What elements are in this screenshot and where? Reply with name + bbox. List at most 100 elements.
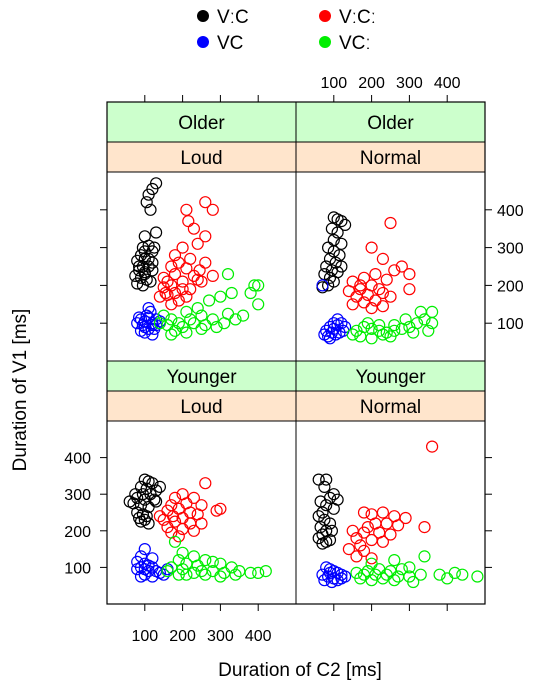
data-point [182,215,195,228]
x-tick-label: 200 [169,628,196,645]
data-point [422,324,435,337]
data-point [339,218,352,231]
data-point [187,524,200,537]
data-point [384,216,397,230]
data-point [146,256,159,269]
data-point [252,566,265,580]
data-point [414,568,427,581]
data-point [325,524,338,537]
data-point [199,230,212,243]
data-point [150,177,163,190]
panel: Younger Loud [106,360,297,605]
data-point [327,502,340,515]
data-point [418,550,431,563]
data-point [184,313,197,326]
data-point [318,328,331,341]
data-point [191,302,204,315]
data-point [129,488,142,501]
strip-condition-label: Loud [180,397,222,418]
data-point [384,290,397,303]
data-point [376,572,389,585]
x-tick-label: 300 [396,75,423,92]
panel: Older Normal [295,101,486,362]
x-axis-label: Duration of C2 [ms] [218,660,382,681]
data-point [373,324,386,337]
data-point [153,317,166,330]
data-point [180,568,193,581]
y-tick-label: 200 [497,278,524,295]
data-point [214,570,227,583]
data-point [388,574,401,587]
data-point [384,528,397,541]
data-point [418,313,431,326]
data-point [142,302,155,315]
data-point [138,268,151,281]
data-point [426,305,439,318]
data-point [195,275,208,288]
data-point [346,328,359,341]
x-tick-label: 100 [320,75,347,92]
data-point [331,226,344,239]
x-tick-label: 400 [245,628,272,645]
data-point [168,249,182,262]
data-point [407,575,420,589]
strip-condition-label: Normal [360,397,421,418]
data-point [237,309,250,322]
data-point [168,535,182,548]
data-point [339,570,352,583]
data-point [365,332,378,345]
data-point [180,326,193,339]
data-point [138,326,151,339]
data-point [142,252,155,265]
data-point [176,275,189,288]
strip-condition [106,141,297,173]
data-point [316,537,329,550]
data-point [214,290,227,303]
data-point [361,317,374,330]
data-point [392,519,405,532]
data-point [403,561,416,574]
strip-condition-label: Normal [360,148,421,169]
data-point [214,502,227,515]
data-point [395,260,408,273]
data-point [210,320,223,334]
data-point [380,273,393,286]
data-point [168,324,182,337]
data-point [134,570,148,583]
data-point [180,203,193,216]
data-point [187,566,200,580]
data-point [142,517,155,530]
data-point [316,506,329,519]
data-point [180,262,193,275]
data-point [229,568,242,581]
data-point [172,317,185,330]
data-point [350,550,363,563]
data-point [335,260,348,273]
data-point [354,330,367,343]
data-point [165,260,178,273]
data-point [441,572,454,585]
data-point [165,328,178,341]
legend-marker [197,10,209,22]
data-point [172,568,185,581]
data-point [426,440,439,453]
data-point [407,326,420,339]
strip-group-label: Older [178,113,225,134]
strip-condition-label: Loud [180,148,222,169]
y-tick-label: 300 [64,487,91,504]
data-point [395,563,408,576]
data-point [168,268,182,281]
x-tick-label: 100 [131,628,158,645]
data-point [244,566,257,580]
data-point [316,279,329,292]
data-point [365,241,378,254]
data-point [399,511,412,525]
data-point [448,566,461,580]
data-point [322,279,335,292]
data-point [323,271,337,284]
data-point [172,294,185,307]
data-point [399,313,412,326]
data-point [168,286,182,300]
data-point [176,241,189,254]
data-point [323,566,337,580]
